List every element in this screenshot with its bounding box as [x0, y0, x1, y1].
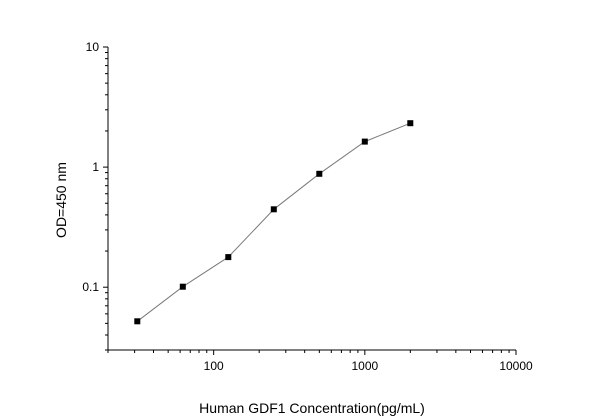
- data-point: [361, 138, 368, 145]
- x-tick-label: 10000: [499, 359, 533, 373]
- data-point: [179, 283, 186, 290]
- data-point: [270, 206, 277, 213]
- series-line: [136, 122, 411, 322]
- data-point: [225, 254, 232, 261]
- x-ticks: 100 1000 10000: [107, 350, 533, 373]
- x-tick-label: 1000: [351, 359, 378, 373]
- plot-axes: [107, 47, 516, 351]
- data-point: [134, 318, 141, 325]
- x-axis-title: Human GDF1 Concentration(pg/mL): [199, 400, 425, 416]
- x-tick-label: 100: [204, 359, 224, 373]
- data-point: [316, 170, 323, 177]
- y-ticks: 0.1 1 10: [82, 40, 108, 351]
- data-point: [407, 120, 414, 127]
- y-axis-title: OD=450 nm: [53, 162, 69, 238]
- y-tick-label: 0.1: [82, 280, 99, 294]
- y-tick-label: 10: [86, 40, 100, 54]
- y-tick-label: 1: [92, 160, 99, 174]
- data-series: [134, 120, 414, 325]
